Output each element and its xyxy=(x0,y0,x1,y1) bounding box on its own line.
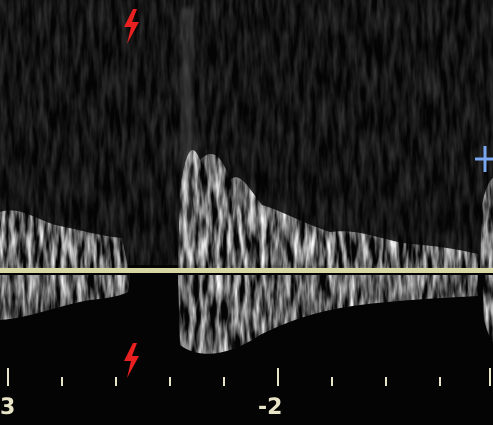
time-label: -2 xyxy=(258,395,282,420)
page: 3 -2 (() => { const data = JSON.parse(do… xyxy=(0,0,493,425)
time-label: 3 xyxy=(0,395,15,420)
baseline xyxy=(0,268,493,273)
doppler-display: 3 -2 xyxy=(0,0,493,425)
